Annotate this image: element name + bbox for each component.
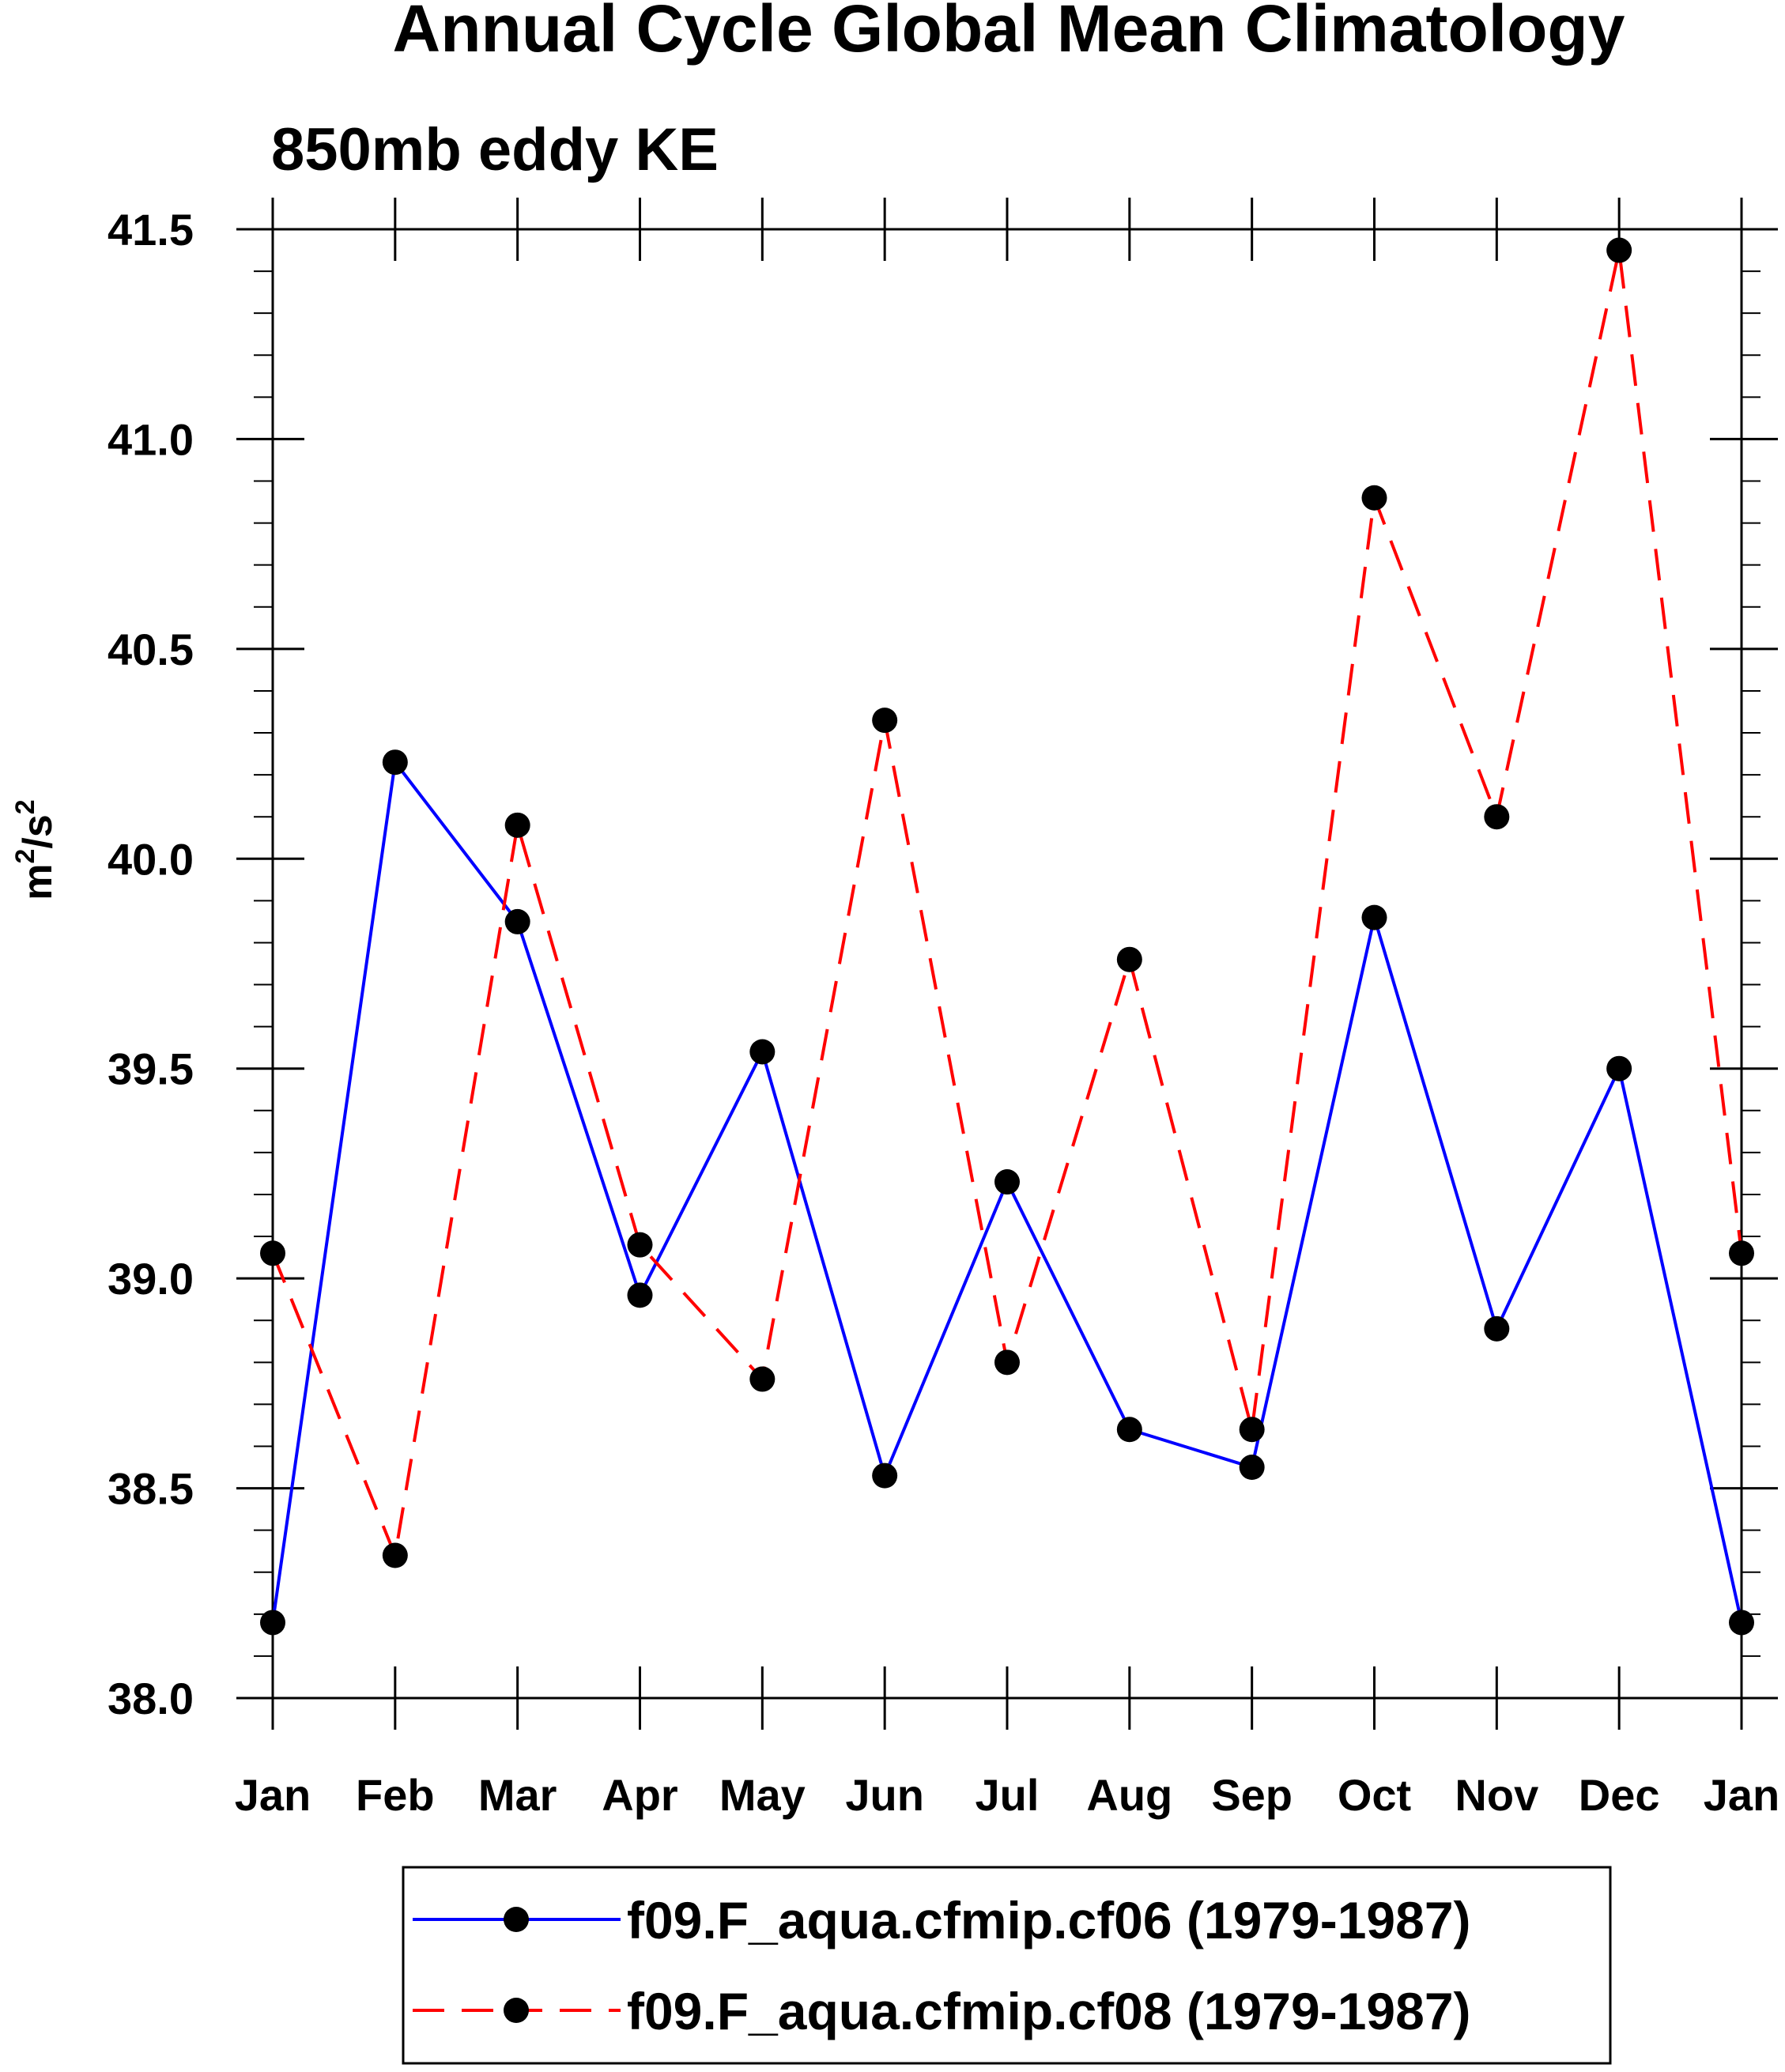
axis-ticks: Jan Feb Mar Apr May Jun Jul Aug Sep Oct Nov Dec Jan 3… (108, 198, 1779, 1820)
data-point (1606, 1055, 1632, 1081)
data-point (1239, 1455, 1265, 1481)
data-point (872, 708, 898, 734)
data-point (260, 1610, 285, 1636)
legend: f09.F_aqua.cfmip.cf06 (1979-1987) f09.F_a… (402, 1866, 1612, 2065)
y-tick-label: 39.0 (108, 1254, 194, 1304)
legend-marker (504, 1998, 529, 2023)
data-point (504, 908, 530, 934)
y-axis-label-mid: /s (15, 814, 61, 848)
data-point (1729, 1240, 1754, 1266)
data-point (749, 1366, 776, 1392)
chart-subtitle: 850mb eddy KE (271, 116, 719, 183)
data-point (504, 812, 530, 838)
x-tick-label: Jun (845, 1770, 924, 1820)
data-point (382, 749, 408, 776)
legend-label: f09.F_aqua.cfmip.cf08 (1979-1987) (627, 1982, 1471, 2040)
chart-title: Annual Cycle Global Mean Climatology (393, 0, 1625, 66)
x-tick-label: Jan (235, 1770, 311, 1820)
data-point (627, 1232, 653, 1258)
y-axis-label: m2/s2 (10, 799, 61, 900)
data-point (260, 1240, 285, 1266)
y-tick-label: 41.5 (108, 205, 194, 255)
y-tick-label: 38.5 (108, 1464, 194, 1514)
x-tick-label: Oct (1338, 1770, 1411, 1820)
x-tick-label: May (719, 1770, 806, 1820)
data-point (1729, 1610, 1754, 1636)
data-point (749, 1039, 776, 1065)
x-tick-label: Aug (1086, 1770, 1172, 1820)
y-axis-label-sup: 2 (10, 849, 40, 864)
data-point (1484, 1315, 1510, 1342)
series-lines (260, 237, 1754, 1636)
data-point (1116, 946, 1142, 972)
y-tick-label: 41.0 (108, 414, 194, 464)
data-point (1606, 237, 1632, 263)
y-tick-label: 40.5 (108, 625, 194, 674)
data-point (1239, 1417, 1265, 1443)
x-tick-label: Nov (1455, 1770, 1538, 1820)
data-point (1361, 904, 1387, 930)
y-tick-label: 40.0 (108, 834, 194, 884)
y-axis-label-base: m (15, 863, 61, 900)
plot-border (271, 228, 1743, 1700)
plot-frame (271, 228, 1743, 1700)
data-point (627, 1282, 653, 1308)
data-point (994, 1169, 1020, 1195)
legend-marker (504, 1907, 529, 1932)
x-tick-label: Jan (1704, 1770, 1780, 1820)
data-point (1484, 804, 1510, 830)
x-tick-label: Jul (976, 1770, 1040, 1820)
y-tick-label: 38.0 (108, 1674, 194, 1723)
y-tick-label: 39.5 (108, 1044, 194, 1094)
data-point (1116, 1417, 1142, 1443)
x-tick-label: Apr (602, 1770, 677, 1820)
legend-label: f09.F_aqua.cfmip.cf06 (1979-1987) (627, 1891, 1471, 1949)
x-tick-label: Sep (1211, 1770, 1293, 1820)
x-tick-label: Feb (356, 1770, 435, 1820)
x-tick-label: Mar (478, 1770, 557, 1820)
data-point (994, 1349, 1020, 1376)
legend-box (402, 1866, 1612, 2065)
data-point (872, 1462, 898, 1489)
data-point (1361, 485, 1387, 511)
data-point (382, 1542, 408, 1568)
y-axis-label-sup: 2 (10, 799, 40, 814)
x-tick-label: Dec (1579, 1770, 1660, 1820)
